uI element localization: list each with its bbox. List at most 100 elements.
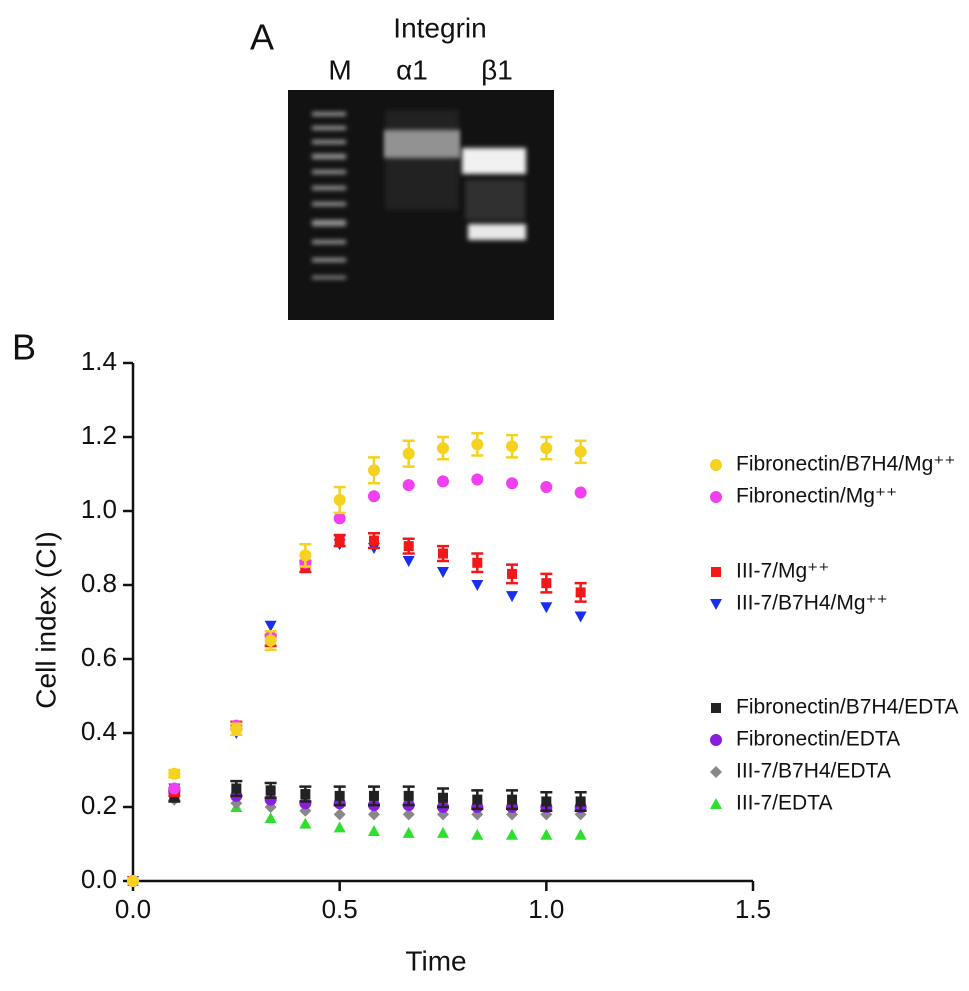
- band: [468, 224, 526, 240]
- y-tick-label: 0.0: [81, 864, 117, 894]
- point: [334, 535, 345, 546]
- x-tick-label: 1.0: [528, 894, 564, 924]
- y-tick-label: 1.4: [81, 346, 117, 376]
- legend-entry: III-7/EDTA: [736, 792, 832, 815]
- point: [437, 475, 449, 488]
- legend-marker: [711, 703, 721, 713]
- legend-entry: III-7/B7H4/Mg⁺⁺: [736, 592, 888, 615]
- legend-marker: [710, 599, 722, 610]
- legend-entry: III-7/B7H4/EDTA: [736, 760, 891, 783]
- y-tick-label: 1.0: [81, 494, 117, 524]
- point: [402, 447, 415, 460]
- point: [300, 789, 311, 800]
- point: [367, 490, 380, 503]
- point: [333, 512, 346, 525]
- y-tick-label: 0.8: [81, 568, 117, 598]
- point: [402, 808, 415, 821]
- point: [403, 790, 414, 801]
- point: [230, 723, 243, 736]
- point: [231, 783, 242, 794]
- legend-marker: [710, 491, 722, 503]
- point: [437, 567, 449, 579]
- point: [402, 479, 415, 492]
- point: [402, 555, 415, 567]
- point: [299, 549, 312, 562]
- x-tick-label: 0.0: [115, 894, 151, 924]
- x-axis-label: Time: [405, 945, 466, 976]
- point: [506, 828, 519, 840]
- point: [507, 794, 518, 805]
- x-tick-label: 1.5: [735, 894, 771, 924]
- point: [472, 557, 483, 568]
- lane-label: α1: [396, 54, 428, 85]
- legend-entry: Fibronectin/B7H4/Mg⁺⁺: [736, 453, 955, 476]
- point: [506, 477, 519, 490]
- ladder: [312, 112, 346, 279]
- point: [574, 611, 587, 623]
- point: [506, 440, 519, 453]
- point: [334, 790, 345, 801]
- y-tick-label: 0.4: [81, 716, 117, 746]
- legend-entry: III-7/Mg⁺⁺: [736, 560, 829, 583]
- point: [264, 620, 277, 632]
- point: [368, 790, 379, 801]
- point: [438, 792, 448, 803]
- point: [368, 535, 379, 546]
- point: [471, 580, 484, 591]
- point: [541, 578, 552, 589]
- point: [168, 767, 181, 780]
- band: [462, 148, 526, 174]
- point: [367, 825, 380, 837]
- point: [540, 828, 553, 840]
- point: [367, 808, 380, 821]
- point: [127, 875, 139, 887]
- point: [471, 473, 484, 486]
- point: [575, 796, 586, 807]
- point: [472, 794, 483, 805]
- point: [506, 591, 519, 603]
- legend-marker: [710, 766, 722, 778]
- gel-heading: Integrin: [393, 12, 486, 43]
- point: [540, 602, 553, 614]
- point: [540, 442, 553, 455]
- lane-label: M: [328, 54, 351, 85]
- point: [438, 548, 448, 559]
- point: [540, 480, 553, 493]
- panel-label: A: [250, 17, 274, 58]
- y-axis-label: Cell index (CI): [30, 531, 61, 708]
- point: [299, 817, 312, 829]
- point: [367, 464, 380, 477]
- panel-label: B: [12, 327, 36, 368]
- lane-label: β1: [481, 54, 513, 85]
- point: [264, 812, 277, 824]
- legend-entry: Fibronectin/EDTA: [736, 728, 900, 751]
- point: [265, 785, 276, 796]
- point: [541, 796, 552, 807]
- point: [333, 821, 346, 833]
- x-tick-label: 0.5: [322, 894, 358, 924]
- point: [333, 493, 346, 506]
- point: [574, 486, 587, 499]
- point: [437, 826, 449, 838]
- y-tick-label: 0.2: [81, 790, 117, 820]
- gel-panel: A Integrin M α1 β1: [250, 12, 554, 320]
- y-tick-label: 1.2: [81, 420, 117, 450]
- legend-entry: Fibronectin/B7H4/EDTA: [736, 696, 959, 719]
- point: [403, 541, 414, 552]
- point: [575, 587, 586, 598]
- point: [574, 828, 587, 840]
- legend-entry: Fibronectin/Mg⁺⁺: [736, 485, 897, 508]
- point: [471, 828, 484, 840]
- legend-marker: [710, 734, 722, 746]
- legend-marker: [710, 459, 722, 471]
- point: [168, 782, 181, 795]
- point: [264, 634, 277, 647]
- point: [402, 826, 415, 838]
- legend-marker: [711, 567, 721, 577]
- point: [471, 438, 484, 451]
- y-tick-label: 0.6: [81, 642, 117, 672]
- smear: [385, 110, 459, 210]
- smear: [465, 180, 525, 220]
- point: [574, 445, 587, 458]
